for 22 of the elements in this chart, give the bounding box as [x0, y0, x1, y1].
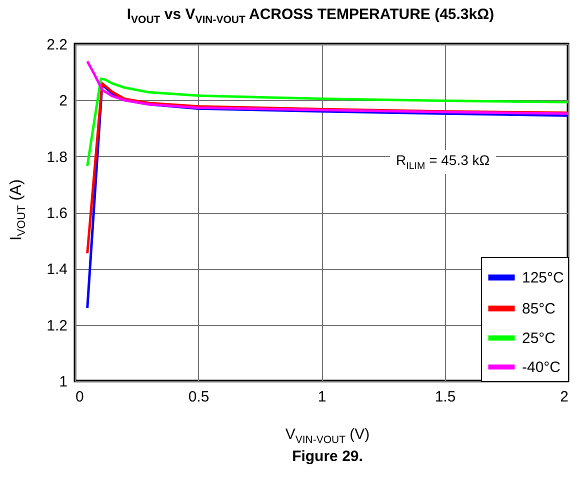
- y-tick-label: 1.6: [46, 205, 68, 222]
- y-tick-label: 1.8: [46, 148, 68, 166]
- line-series: [86, 60, 570, 115]
- legend-label: 85°C: [522, 300, 556, 318]
- legend-label: -40°C: [522, 359, 561, 376]
- chart-title: I$_{VOUT}$ vs V$_{VIN-VOUT}$ ACROSS TEMPERATURE (45.3kΩ): [126, 6, 496, 26]
- x-tick-label: 0.5: [188, 388, 210, 406]
- legend-label: 125°C: [522, 270, 564, 286]
- caption: Figure 29.: [291, 448, 364, 465]
- annotation: R$_{ILIM}$ = 45.3 kΩ: [390, 150, 496, 174]
- x-tick-label: 0: [76, 388, 84, 406]
- y-tick-label: 2.2: [46, 36, 68, 54]
- x-tick-label: 1.5: [434, 388, 456, 406]
- y-tick-label: 1: [59, 374, 68, 390]
- y-tick-label: 1.2: [46, 317, 68, 334]
- x-axis-title: V$_{VIN-VOUT}$ (V): [284, 426, 371, 446]
- y-tick-label: 1.4: [46, 261, 68, 278]
- x-tick-label: 2: [560, 388, 568, 406]
- x-tick-label: 1: [318, 388, 326, 406]
- y-tick-label: 2: [59, 92, 68, 110]
- line-series: [86, 78, 570, 168]
- legend-label: 25°C: [522, 330, 556, 347]
